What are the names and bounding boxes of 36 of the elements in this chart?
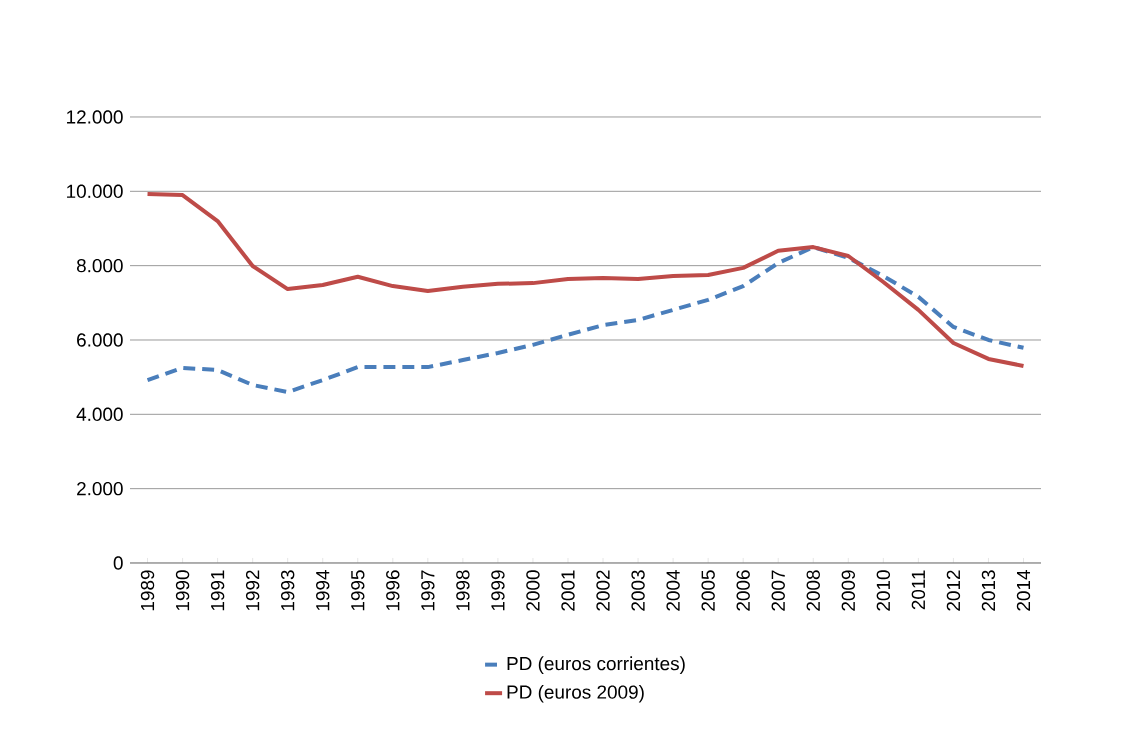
x-tick-label: 2000 — [526, 570, 540, 611]
x-tick-label: 2009 — [841, 570, 855, 611]
y-tick-label: 12.000 — [67, 110, 123, 124]
x-tick-label: 2007 — [771, 570, 785, 611]
x-tick-label: 1996 — [386, 570, 400, 611]
x-tick-label: 1990 — [175, 570, 190, 611]
line-series — [145, 191, 1026, 368]
x-tick-label: 1999 — [491, 570, 505, 611]
x-tick-label: 1997 — [421, 570, 435, 611]
x-tick-label: 1993 — [280, 570, 295, 611]
x-tick-label: 2006 — [736, 570, 750, 611]
x-tick-label: 1989 — [140, 570, 155, 611]
y-tick-label: 8.000 — [76, 258, 123, 273]
y-tick-label: 6.000 — [77, 333, 123, 347]
x-tick-label: 2014 — [1016, 570, 1031, 611]
y-tick-label: 10.000 — [67, 184, 123, 199]
x-tick-label: 2002 — [596, 570, 610, 611]
x-tick-label: 1991 — [210, 570, 225, 611]
x-tick-label: 2003 — [631, 570, 645, 611]
x-tick-label: 2013 — [981, 570, 996, 611]
legend-label: PD (euros corrientes) — [507, 656, 685, 675]
x-tick-label: 2008 — [806, 570, 820, 611]
x-tick-label: 1998 — [456, 570, 470, 611]
y-tick-label: 2.000 — [77, 481, 123, 496]
y-tick-label: 4.000 — [76, 407, 123, 422]
x-tick-label: 1995 — [351, 570, 365, 611]
x-tick-label: 1994 — [316, 570, 330, 611]
x-tick-label: 2004 — [666, 570, 680, 611]
y-tick-label: 0 — [113, 556, 123, 570]
x-tick-label: 1992 — [245, 570, 260, 611]
x-tick-label: 2001 — [561, 570, 575, 611]
x-tick-label: 2011 — [911, 570, 926, 610]
x-tick-label: 2005 — [701, 570, 715, 611]
x-tick-label: 2012 — [946, 570, 961, 611]
legend-label: PD (euros 2009) — [507, 684, 644, 703]
x-tick-label: 2010 — [876, 570, 891, 611]
